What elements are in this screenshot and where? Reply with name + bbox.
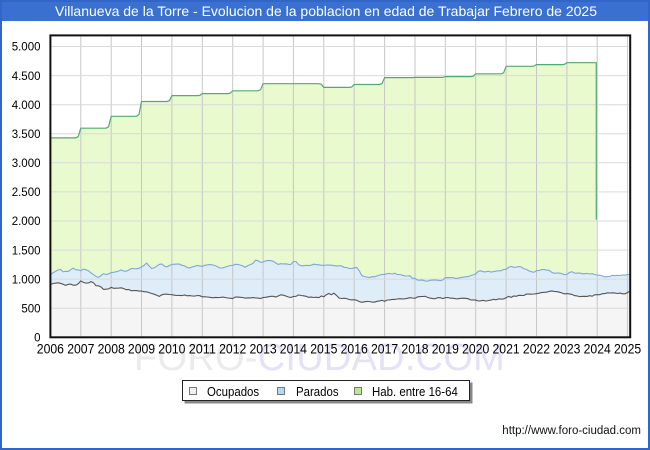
svg-text:3.000: 3.000 xyxy=(12,158,41,170)
svg-text:2021: 2021 xyxy=(493,341,520,356)
svg-text:2019: 2019 xyxy=(432,341,459,356)
svg-text:2017: 2017 xyxy=(371,341,398,356)
svg-text:2007: 2007 xyxy=(67,341,94,356)
svg-text:2022: 2022 xyxy=(523,341,550,356)
svg-text:1.000: 1.000 xyxy=(12,274,41,286)
svg-text:2013: 2013 xyxy=(250,341,277,356)
svg-text:2006: 2006 xyxy=(37,341,64,356)
svg-text:2.500: 2.500 xyxy=(12,187,41,199)
svg-text:500: 500 xyxy=(21,303,40,315)
svg-text:2010: 2010 xyxy=(158,341,185,356)
svg-text:2008: 2008 xyxy=(98,341,125,356)
svg-text:2012: 2012 xyxy=(219,341,246,356)
svg-text:2023: 2023 xyxy=(553,341,580,356)
svg-text:3.500: 3.500 xyxy=(12,129,41,141)
svg-text:2024: 2024 xyxy=(584,341,612,356)
svg-text:1.500: 1.500 xyxy=(12,245,41,257)
svg-text:2.000: 2.000 xyxy=(12,216,41,228)
svg-text:2018: 2018 xyxy=(401,341,428,356)
svg-text:4.500: 4.500 xyxy=(12,71,41,83)
svg-text:2020: 2020 xyxy=(462,341,489,356)
svg-text:2025: 2025 xyxy=(614,341,641,356)
svg-text:2015: 2015 xyxy=(310,341,337,356)
svg-text:2016: 2016 xyxy=(341,341,368,356)
svg-text:4.000: 4.000 xyxy=(12,100,41,112)
svg-text:2014: 2014 xyxy=(280,341,308,356)
svg-text:0: 0 xyxy=(34,333,40,345)
svg-text:2011: 2011 xyxy=(189,341,216,356)
svg-text:2009: 2009 xyxy=(128,341,155,356)
svg-text:5.000: 5.000 xyxy=(12,42,41,54)
